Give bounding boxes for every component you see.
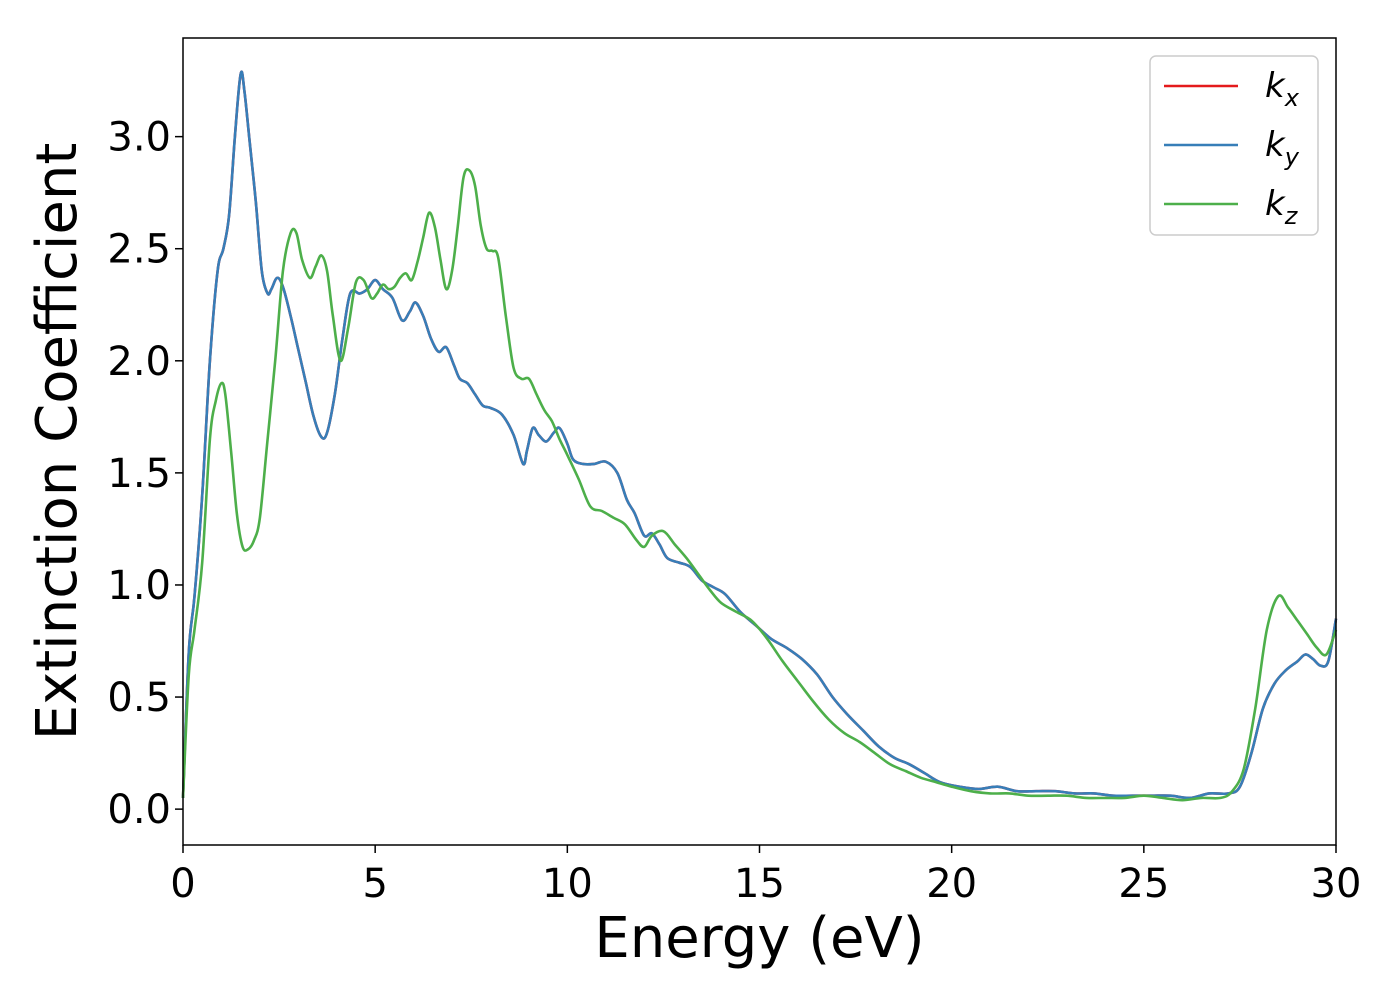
plot-frame [182,37,1337,846]
y-tick-label: 0.0 [107,787,171,833]
legend-label-base: k [1265,184,1286,224]
x-tick-label: 10 [542,861,593,907]
y-tick-label: 3.0 [107,115,171,161]
x-tick-label: 0 [170,861,195,907]
x-axis-label: Energy (eV) [594,906,924,971]
y-axis-label: Extinction Coefficient [25,143,90,741]
x-tick-label: 5 [362,861,387,907]
x-tick-label: 15 [734,861,785,907]
legend-label-subscript: y [1284,143,1300,171]
series-line-z [181,167,1338,802]
legend-label-base: k [1265,125,1286,165]
y-tick-label: 1.0 [107,563,171,609]
y-tick-label: 2.5 [107,227,171,273]
series-lines [181,70,1338,802]
series-line-y [181,70,1338,800]
legend-label-subscript: x [1284,84,1300,112]
x-tick-label: 20 [926,861,977,907]
x-tick-label: 25 [1118,861,1169,907]
axis-ticks: 0 5 10 15 20 25 30 0.0 0.5 1.0 1.5 2.0 2.5 3.0 [107,115,1361,907]
legend-label-subscript: z [1284,202,1299,230]
y-tick-label: 1.5 [107,451,171,497]
legend-label-base: k [1265,66,1286,106]
y-tick-label: 2.0 [107,339,171,385]
y-tick-label: 0.5 [107,675,171,721]
legend-label-z: kz [1265,184,1299,230]
x-tick-label: 30 [1311,861,1362,907]
legend-label-x: kx [1265,66,1300,112]
legend-label-y: ky [1265,125,1300,171]
